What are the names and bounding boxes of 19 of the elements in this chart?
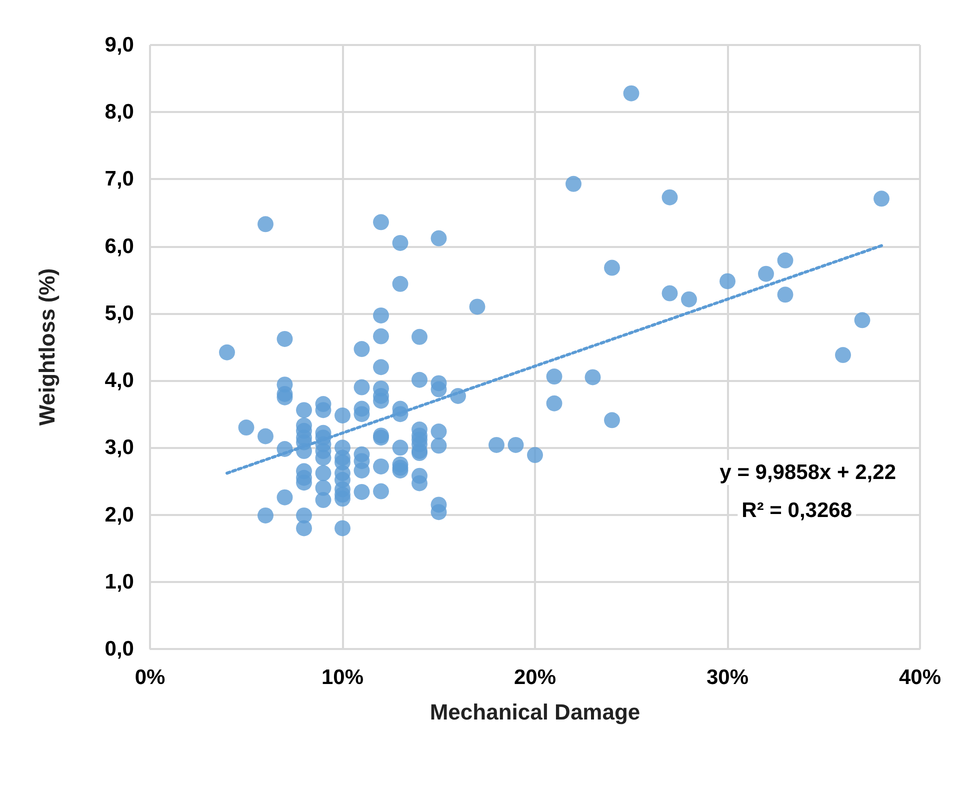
y-tick-label: 8,0 xyxy=(104,100,134,124)
y-tick-label: 4,0 xyxy=(104,369,134,392)
y-tick-label: 5,0 xyxy=(104,302,134,325)
annotation: R² = 0,3268 xyxy=(742,499,852,522)
x-tick-label: 0% xyxy=(134,666,166,689)
x-tick-label: 10% xyxy=(321,666,364,689)
x-tick-label: 40% xyxy=(898,666,942,689)
y-tick-label: 1,0 xyxy=(104,570,134,594)
y-axis-title: Weightloss (%) xyxy=(34,268,60,426)
x-tick-label: 30% xyxy=(706,666,749,689)
x-tick-label: 20% xyxy=(514,666,556,689)
y-tick-label: 6,0 xyxy=(104,234,134,258)
y-tick-label: 3,0 xyxy=(104,436,134,460)
y-tick-label: 7,0 xyxy=(104,168,134,191)
x-axis-title: Mechanical Damage xyxy=(430,700,640,724)
y-tick-label: 2,0 xyxy=(104,503,134,526)
y-tick-label: 0,0 xyxy=(104,638,134,660)
annotation: y = 9,9858x + 2,22 xyxy=(720,461,896,484)
y-tick-label: 9,0 xyxy=(104,34,134,56)
